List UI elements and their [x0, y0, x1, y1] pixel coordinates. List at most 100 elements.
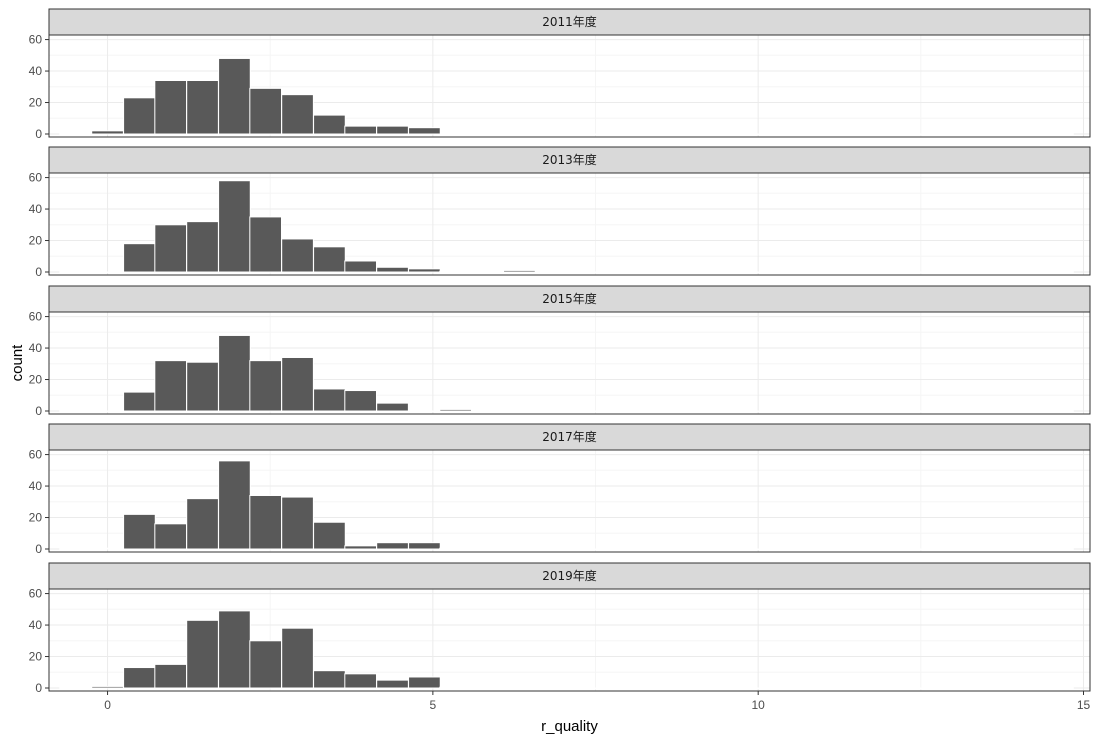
histogram-bar: [566, 548, 599, 551]
histogram-bar: [598, 271, 631, 274]
histogram-bar: [503, 686, 536, 689]
histogram-bar: [851, 271, 884, 274]
histogram-bar: [819, 548, 852, 551]
histogram-bar: [914, 133, 947, 136]
histogram-bar: [756, 548, 789, 551]
histogram-bar: [186, 79, 219, 135]
histogram-bar: [408, 542, 441, 550]
histogram-bar: [851, 133, 884, 136]
histogram-bars: [59, 460, 1074, 551]
facet-panel-5: 2019年度 0 20 40 60: [29, 562, 1091, 695]
histogram-bar: [693, 271, 726, 274]
histogram-bar: [376, 402, 409, 412]
panel-border: [48, 449, 1091, 553]
histogram-bar: [249, 216, 283, 273]
facet-panel-2: 2013年度 0 20 40 60: [29, 146, 1091, 279]
histogram-bar: [1041, 271, 1074, 274]
x-tick-label: 0: [104, 698, 111, 712]
histogram-bar: [851, 410, 884, 413]
y-tick-label: 20: [29, 96, 43, 110]
histogram-bar: [344, 125, 377, 135]
histogram-bar: [661, 548, 694, 551]
histogram-bar: [281, 627, 314, 689]
histogram-bar: [154, 663, 188, 689]
histogram-bar: [946, 548, 979, 551]
histogram-bar: [629, 271, 662, 274]
y-tick-label: 20: [29, 373, 43, 387]
y-tick-label: 0: [35, 404, 42, 418]
histogram-bar: [534, 133, 567, 136]
histogram-bar: [946, 271, 979, 274]
histogram-bar: [661, 271, 694, 274]
y-axis: 0 20 40 60: [29, 310, 49, 418]
y-tick-label: 40: [29, 479, 43, 493]
histogram-bar: [344, 545, 377, 550]
histogram-bar: [123, 97, 156, 135]
panel-border: [48, 34, 1091, 138]
histogram-bar: [59, 687, 93, 690]
histogram-bar: [313, 521, 346, 550]
histogram-bar: [154, 79, 188, 135]
histogram-bar: [218, 57, 251, 135]
x-axis: 0 5 10 15: [104, 691, 1090, 712]
y-tick-label: 40: [29, 618, 43, 632]
facet-strip: [48, 423, 1091, 451]
histogram-bar: [914, 548, 947, 551]
facet-strip: [48, 8, 1091, 36]
histogram-bar: [313, 670, 346, 689]
y-tick-label: 40: [29, 341, 43, 355]
histogram-bar: [629, 687, 662, 690]
histogram-bar: [154, 360, 188, 412]
histogram-bar: [693, 548, 726, 551]
histogram-bar: [661, 687, 694, 690]
histogram-bar: [439, 133, 472, 136]
histogram-bar: [218, 610, 251, 689]
panel-border: [48, 172, 1091, 276]
histogram-bar: [376, 266, 409, 273]
histogram-bar: [1009, 410, 1042, 413]
histogram-bar: [693, 410, 726, 413]
histogram-bar: [914, 271, 947, 274]
histogram-bar: [883, 133, 916, 136]
histogram-bar: [534, 548, 567, 551]
histogram-bar: [629, 410, 662, 413]
x-tick-label: 10: [752, 698, 766, 712]
histogram-bar: [724, 687, 757, 690]
histogram-bar: [724, 133, 757, 136]
histogram-bar: [471, 133, 504, 136]
histogram-bar: [59, 271, 93, 274]
histogram-bar: [883, 271, 916, 274]
histogram-bar: [91, 130, 124, 135]
histogram-bar: [819, 271, 852, 274]
histogram-bar: [946, 133, 979, 136]
y-axis-title: count: [9, 344, 26, 382]
histogram-bar: [503, 269, 536, 273]
histogram-bar: [313, 114, 346, 135]
histogram-bar: [883, 548, 916, 551]
panel-border: [48, 311, 1091, 415]
histogram-bar: [186, 498, 219, 550]
panel-border: [48, 588, 1091, 692]
histogram-bar: [788, 687, 821, 690]
histogram-bar: [851, 687, 884, 690]
histogram-bar: [1009, 687, 1042, 690]
histogram-bar: [281, 94, 314, 135]
facet-panel-3: 2015年度 0 20 40 60: [29, 285, 1091, 418]
histogram-bar: [788, 548, 821, 551]
y-tick-label: 0: [35, 681, 42, 695]
histogram-bar: [344, 390, 377, 412]
histogram-bar: [914, 410, 947, 413]
histogram-bar: [376, 679, 409, 689]
histogram-bars: [59, 57, 1074, 136]
histogram-bar: [629, 547, 662, 550]
y-tick-label: 60: [29, 310, 43, 324]
histogram-bar: [566, 410, 599, 413]
y-axis: 0 20 40 60: [29, 33, 49, 141]
histogram-bar: [503, 410, 536, 413]
y-tick-label: 60: [29, 587, 43, 601]
histogram-bar: [598, 548, 631, 551]
y-tick-label: 20: [29, 650, 43, 664]
histogram-bar: [756, 133, 789, 136]
histogram-bar: [819, 133, 852, 136]
facet-strip-label: 2015年度: [542, 291, 597, 306]
